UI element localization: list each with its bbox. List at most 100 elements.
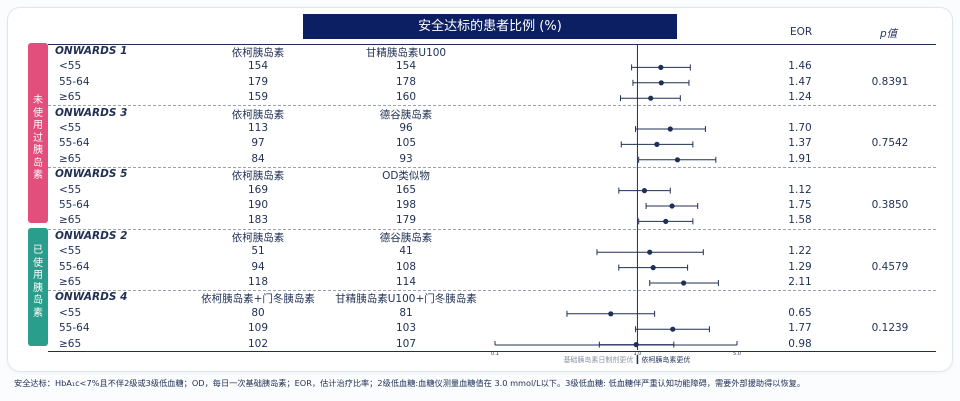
eor-value: 1.46: [788, 60, 812, 73]
eor-value: 1.24: [788, 91, 812, 104]
group-divider: [48, 105, 936, 106]
eor-value: 0.65: [788, 306, 812, 319]
age-group-label: <55: [59, 183, 82, 196]
age-group-label: <55: [59, 306, 82, 319]
p-value: 0.1239: [871, 322, 909, 335]
group-divider: [48, 229, 936, 230]
arm2-name: 甘精胰岛素U100: [365, 47, 447, 59]
eor-value: 1.47: [788, 75, 812, 88]
eor-point: [654, 141, 660, 147]
side-label-char: 用: [33, 270, 43, 281]
arm1-n: 94: [251, 260, 265, 273]
age-group-label: ≥65: [59, 152, 82, 165]
age-group-label: 55-64: [59, 75, 90, 88]
eor-point: [641, 188, 648, 194]
side-label-char: 素: [33, 307, 43, 319]
arm2-n: 198: [395, 199, 417, 211]
eor-point: [658, 64, 664, 70]
arm2-name: OD类似物: [382, 170, 430, 183]
arm2-n: 160: [395, 91, 417, 104]
eor-value: 1.58: [788, 214, 812, 227]
side-label-char: 使: [33, 107, 43, 119]
eor-point: [648, 95, 654, 101]
age-group-label: ≥65: [59, 276, 82, 288]
p-value: 0.4579: [871, 260, 909, 273]
eor-point: [650, 265, 656, 271]
arm2-n: 114: [395, 276, 417, 288]
eor-point: [681, 280, 687, 286]
x-axis-right-note: 依柯胰岛素更优: [641, 355, 690, 364]
arm2-name: 德谷胰岛素: [379, 231, 433, 244]
eor-value: 1.22: [788, 245, 812, 258]
eor-value: 1.70: [788, 122, 812, 134]
header-rule: [48, 44, 936, 45]
arm2-n: 108: [395, 260, 417, 273]
arm2-n: 165: [395, 183, 417, 196]
group-divider: [48, 290, 936, 291]
side-label-char: 使: [33, 257, 43, 269]
side-label-char: 岛: [33, 157, 43, 169]
arm2-n: 179: [395, 214, 417, 227]
figure-card: [8, 8, 952, 371]
x-tick-label: 1.0: [633, 351, 641, 357]
side-label-char: 岛: [33, 295, 43, 306]
age-group-label: ≥65: [59, 337, 82, 350]
arm2-n: 154: [395, 60, 417, 73]
eor-point: [667, 126, 673, 132]
arm1-n: 169: [247, 183, 269, 196]
trial-name: ONWARDS 2: [55, 229, 128, 242]
side-label-char: 过: [33, 132, 43, 144]
side-label-char: 素: [33, 170, 43, 181]
eor-value: 1.75: [788, 199, 812, 211]
p-value: 0.3850: [871, 199, 909, 211]
age-group-label: ≥65: [59, 91, 82, 104]
eor-value: 1.91: [788, 152, 812, 165]
arm1-n: 97: [251, 137, 265, 150]
eor-column-header: EOR: [790, 26, 813, 38]
eor-value: 1.29: [788, 260, 812, 273]
arm2-name: 德谷胰岛素: [379, 108, 433, 121]
side-label-char: 用: [33, 120, 43, 131]
eor-value: 1.77: [788, 322, 812, 335]
p-value: 0.8391: [871, 75, 909, 88]
footnote: 安全达标：HbA₁c<7%且不伴2级或3级低血糖；OD，每日一次基础胰岛素；EO…: [14, 378, 806, 388]
eor-value: 0.98: [788, 337, 812, 350]
arm1-name: 依柯胰岛素: [231, 231, 285, 244]
eor-point: [669, 203, 675, 209]
arm2-n: 178: [395, 75, 417, 88]
eor-point: [670, 326, 676, 332]
age-group-label: <55: [59, 60, 82, 73]
arm1-n: 154: [247, 60, 269, 73]
eor-point: [608, 311, 614, 317]
eor-point: [674, 157, 681, 163]
arm1-n: 118: [247, 276, 269, 288]
group-divider: [48, 167, 936, 168]
eor-point: [663, 218, 669, 224]
side-label-text: 未使用过胰岛素: [28, 95, 48, 183]
chart-title: 安全达标的患者比例 (%): [303, 14, 677, 39]
arm1-n: 183: [247, 214, 269, 227]
trial-name: ONWARDS 3: [55, 106, 128, 119]
trial-name: ONWARDS 4: [55, 291, 128, 304]
side-label-char: 未: [33, 95, 43, 106]
side-label-char: 胰: [33, 282, 43, 294]
eor-point: [658, 80, 664, 86]
x-axis-left-note: 基础胰岛素日制剂更优: [563, 355, 633, 364]
side-label-text: 已使用胰岛素: [28, 245, 48, 320]
age-group-label: <55: [59, 122, 82, 134]
side-label-insulin-experienced: 已使用胰岛素: [28, 228, 48, 346]
x-tick-label: 0.1: [491, 351, 499, 357]
age-group-label: 55-64: [59, 199, 90, 211]
eor-point: [647, 249, 653, 255]
arm1-n: 102: [247, 337, 269, 350]
arm2-n: 103: [395, 322, 417, 335]
age-group-label: 55-64: [59, 137, 90, 150]
age-group-label: 55-64: [59, 322, 90, 335]
arm2-n: 105: [395, 137, 417, 150]
arm1-n: 190: [247, 199, 269, 211]
side-label-char: 已: [33, 245, 43, 256]
side-label-insulin-naive: 未使用过胰岛素: [28, 43, 48, 223]
arm2-name: 甘精胰岛素U100+门冬胰岛素: [335, 293, 477, 306]
arm1-n: 51: [251, 245, 265, 258]
